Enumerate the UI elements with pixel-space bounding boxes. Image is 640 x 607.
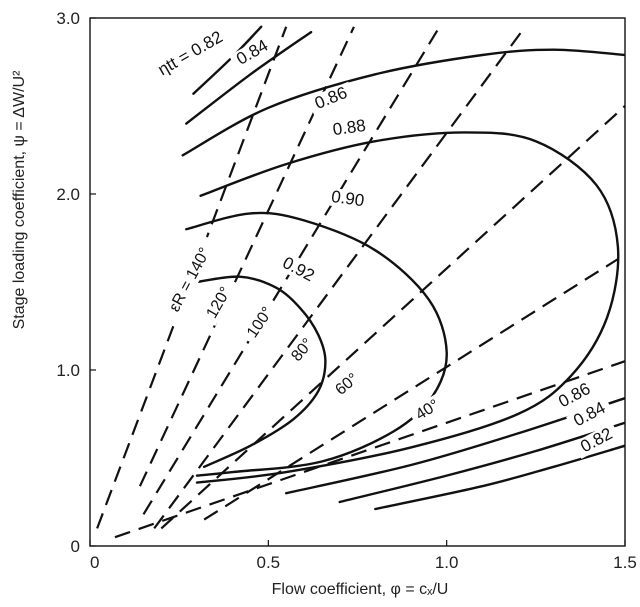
reaction-angle-line [203, 258, 619, 521]
x-tick-label: 1.0 [435, 553, 459, 572]
x-tick-label: 0.5 [257, 553, 281, 572]
efficiency-contour [195, 275, 327, 468]
efficiency-contour [195, 131, 620, 484]
efficiency-contour [181, 48, 625, 157]
y-tick-label: 3.0 [56, 9, 80, 28]
y-tick-label: 0 [71, 537, 80, 556]
reaction-angle-line [153, 26, 527, 530]
y-tick-label: 1.0 [56, 361, 80, 380]
contour-label: 0.90 [324, 187, 371, 212]
axes [89, 17, 626, 547]
reaction-angle-lines [96, 26, 625, 539]
reaction-angle-label: 100° [240, 298, 280, 346]
contour-label: 0.92 [274, 251, 322, 288]
efficiency-contour [185, 30, 313, 125]
reaction-angle-line [96, 26, 288, 529]
reaction-angle-line [114, 360, 625, 539]
efficiency-contour [338, 421, 625, 504]
reaction-angle-line [138, 26, 355, 487]
svg-text:ηtt = 0.82: ηtt = 0.82 [155, 27, 226, 79]
efficiency-contour [374, 444, 625, 511]
x-axis-label: Flow coefficient, φ = cₓ/U [272, 581, 449, 598]
svg-text:0.88: 0.88 [332, 116, 367, 139]
contour-label: 0.84 [228, 33, 277, 72]
svg-text:0.90: 0.90 [330, 187, 365, 210]
svg-text:0.86: 0.86 [312, 83, 350, 113]
y-tick-label: 2.0 [56, 185, 80, 204]
reaction-angle-label: 40° [407, 392, 447, 427]
eta-label: ηtt = 0.82 [155, 27, 226, 79]
plot-frame [89, 17, 626, 547]
contour-label: 0.88 [326, 116, 373, 141]
y-axis-label: Stage loading coefficient, ψ = ΔW/U² [11, 70, 28, 329]
reaction-angle-label: 120° [199, 278, 238, 327]
reaction-angle-line [160, 105, 625, 530]
tick-labels: 0 0.5 1.0 1.5 0 1.0 2.0 3.0 [56, 9, 636, 572]
x-tick-label: 1.5 [613, 553, 637, 572]
x-tick-label: 0 [90, 553, 99, 572]
reaction-angle-label: 80° [284, 330, 321, 369]
efficiency-contours [181, 25, 625, 511]
efficiency-contour [185, 211, 448, 477]
